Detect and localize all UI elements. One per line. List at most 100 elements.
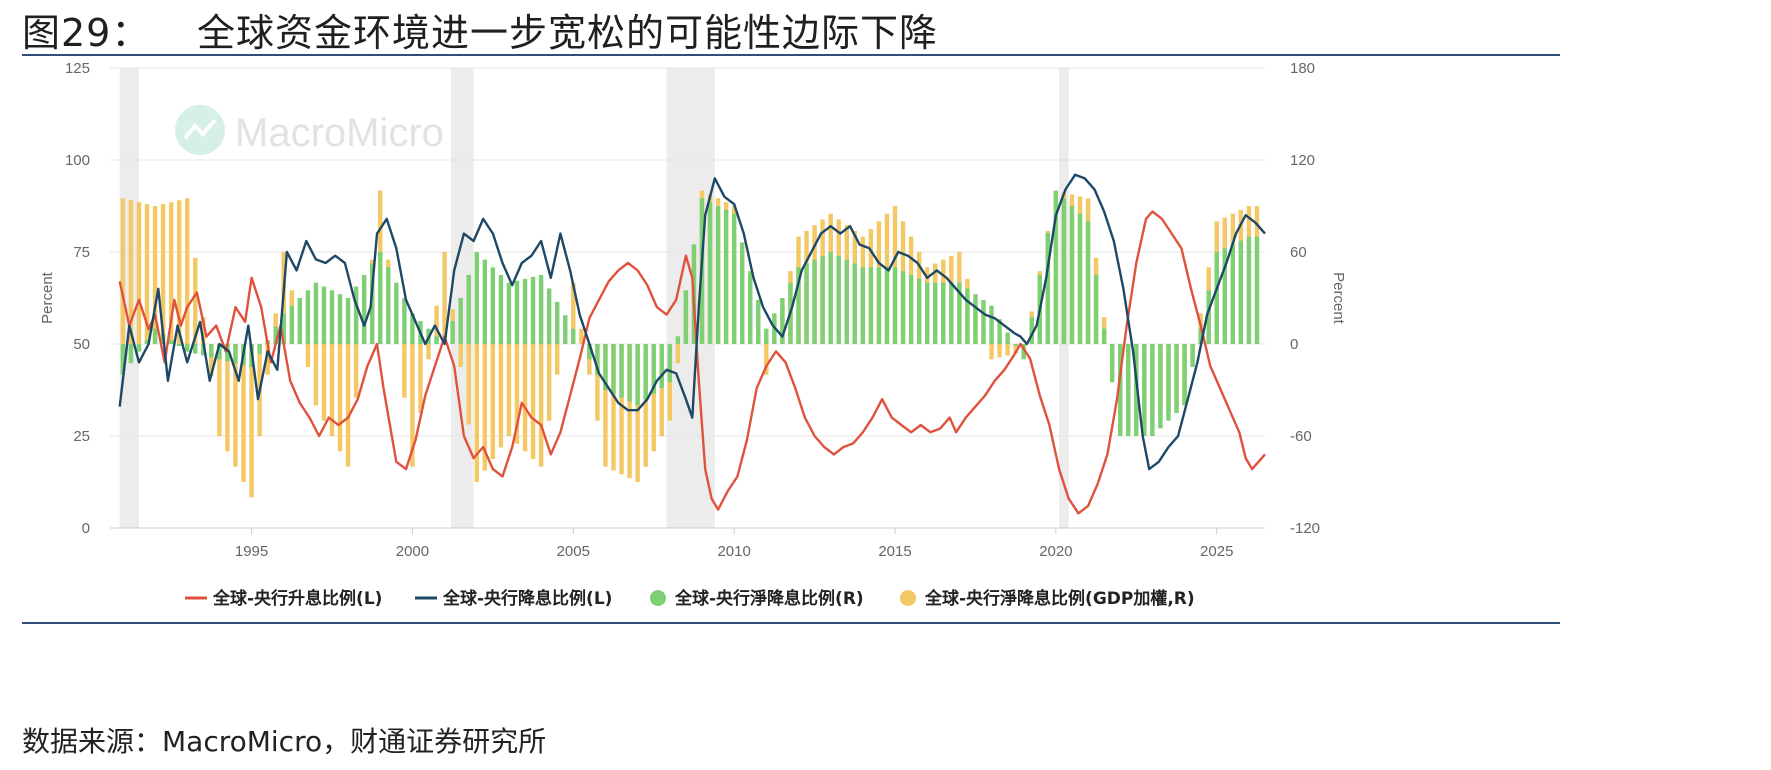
net-cut-bar — [152, 328, 158, 344]
gdp-weighted-bar — [675, 344, 681, 364]
x-tick-label: 1995 — [235, 543, 268, 560]
x-tick-label: 2025 — [1200, 543, 1233, 560]
gdp-weighted-bar — [1005, 344, 1010, 356]
net-cut-bar — [1126, 344, 1131, 436]
x-tick-label: 2015 — [878, 543, 911, 560]
net-cut-bar — [731, 213, 737, 344]
net-cut-bar — [458, 298, 463, 344]
net-cut-bar — [860, 267, 866, 344]
net-cut-bar — [1053, 190, 1059, 344]
net-cut-bar — [410, 313, 415, 344]
net-cut-bar — [981, 299, 986, 344]
gdp-weighted-bar — [595, 344, 600, 421]
gdp-weighted-bar — [241, 344, 246, 482]
left-axis-ticks: 0 25 50 75 100 125 — [65, 60, 90, 537]
left-tick-label: 25 — [73, 428, 90, 445]
net-cut-bar — [482, 259, 488, 344]
net-cut-bar — [506, 282, 512, 344]
gdp-weighted-bar — [611, 344, 616, 471]
net-cut-bar — [361, 275, 367, 344]
net-cut-bar — [345, 298, 351, 344]
net-cut-bar — [185, 344, 190, 352]
left-tick-label: 125 — [65, 60, 90, 77]
legend-label: 全球-央行淨降息比例(GDP加權,R) — [924, 588, 1195, 609]
net-cut-bar — [683, 290, 689, 344]
net-cut-bar — [1198, 328, 1203, 344]
net-cut-bar — [989, 305, 994, 344]
gdp-weighted-bar — [554, 344, 560, 375]
net-cut-bar — [1118, 344, 1123, 436]
net-cut-bar — [844, 259, 849, 344]
net-cut-bar — [949, 282, 954, 344]
net-cut-bar — [176, 344, 182, 346]
x-tick-label: 2005 — [557, 543, 590, 560]
net-cut-bar — [217, 344, 222, 360]
gdp-weighted-bar — [579, 328, 584, 344]
net-cut-bar — [973, 294, 978, 344]
net-cut-bar — [209, 344, 214, 358]
gdp-weighted-bar — [643, 344, 648, 467]
net-cut-bar — [916, 278, 922, 344]
net-cut-bar — [828, 252, 833, 344]
right-axis-label: Percent — [1330, 272, 1347, 325]
gdp-weighted-bar — [136, 202, 142, 344]
series-line-cut — [118, 173, 1266, 471]
gdp-weighted-bar — [538, 344, 544, 467]
gdp-weighted-bar — [434, 305, 439, 344]
gdp-weighted-bar — [571, 282, 576, 344]
net-cut-bar — [1085, 221, 1091, 344]
gdp-weighted-bar — [402, 344, 407, 398]
net-cut-bar — [1109, 344, 1115, 383]
net-cut-bar — [659, 344, 664, 389]
gdp-weighted-bar — [997, 344, 1002, 358]
net-cut-bar — [933, 282, 938, 344]
net-cut-bar — [434, 336, 439, 344]
left-axis-label: Percent — [39, 271, 56, 324]
legend: 全球-央行升息比例(L) 全球-央行降息比例(L) 全球-央行淨降息比例(R) 全球-… — [185, 588, 1195, 609]
net-cut-bar — [1174, 344, 1179, 413]
gdp-weighted-bar — [1013, 344, 1018, 354]
net-cut-bar — [1254, 236, 1260, 344]
net-cut-bar — [386, 267, 391, 344]
net-cut-bar — [852, 263, 858, 344]
net-cut-bar — [337, 294, 343, 344]
figure-title: 图29： 全球资金环境进一步宽松的可能性边际下降 — [22, 2, 938, 57]
net-cut-bar — [1029, 317, 1034, 344]
net-cut-bar — [965, 288, 970, 344]
net-cut-bar — [764, 328, 769, 344]
net-cut-bar — [369, 263, 375, 344]
right-tick-label: -60 — [1290, 428, 1312, 445]
net-cut-bar — [490, 267, 496, 344]
left-tick-label: 50 — [73, 336, 90, 353]
net-cut-bar — [675, 336, 681, 344]
net-cut-bar — [1069, 206, 1075, 344]
net-cut-bar — [1230, 244, 1236, 344]
net-cut-bar — [571, 328, 576, 344]
net-cut-bar — [450, 321, 455, 344]
net-cut-bar — [466, 275, 471, 344]
gdp-weighted-bar — [482, 344, 488, 471]
gdp-weighted-bar — [458, 344, 463, 367]
net-cut-bar — [1246, 236, 1252, 344]
gdp-weighted-bar — [530, 344, 536, 459]
net-cut-bar — [233, 344, 238, 364]
net-cut-bar — [941, 282, 946, 344]
net-cut-bar — [707, 202, 713, 344]
gdp-weighted-bar — [144, 204, 150, 344]
gdp-weighted-bar — [764, 344, 769, 375]
bottom-rule — [22, 622, 1560, 624]
series-lines — [118, 173, 1266, 515]
net-cut-bar — [868, 267, 874, 344]
net-cut-bar — [876, 267, 882, 344]
x-tick-label: 2010 — [717, 543, 750, 560]
gdp-weighted-bar — [329, 344, 335, 436]
legend-dot-swatch — [650, 590, 666, 606]
net-cut-bar — [739, 242, 745, 344]
net-cut-bar — [804, 263, 809, 344]
net-cut-bar — [667, 344, 673, 383]
gdp-weighted-bar — [426, 344, 431, 360]
gdp-weighted-bar — [313, 344, 319, 406]
gdp-weighted-bar — [185, 198, 190, 344]
net-cut-bar — [225, 344, 230, 362]
x-tick-label: 2000 — [396, 543, 429, 560]
